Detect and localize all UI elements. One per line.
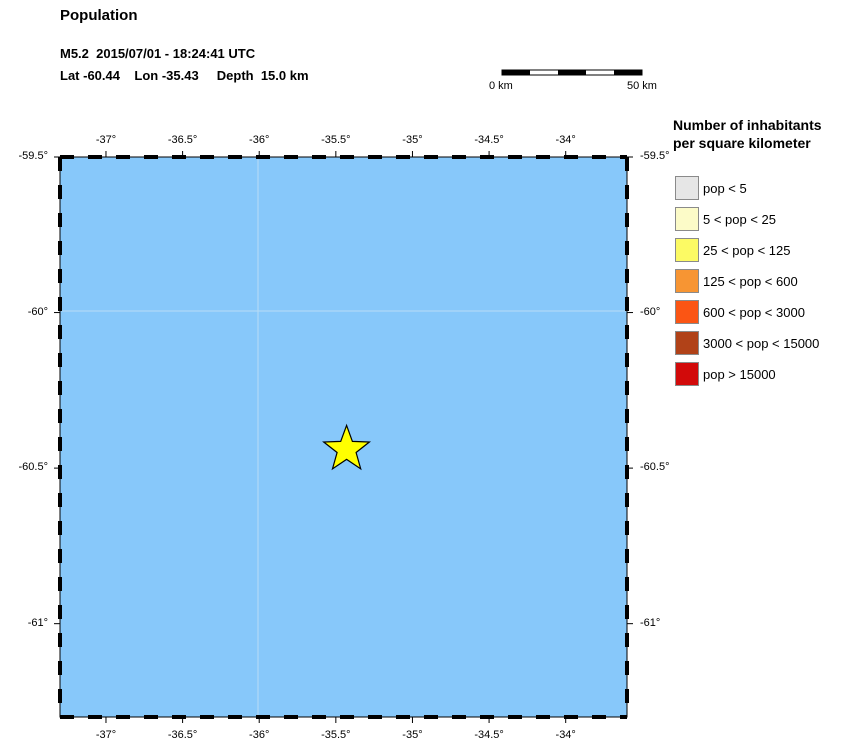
legend-title-line2: per square kilometer: [673, 135, 811, 151]
legend-swatch: [675, 176, 699, 200]
legend-swatch: [675, 300, 699, 324]
legend-title-line1: Number of inhabitants: [673, 117, 822, 133]
location-info: Lat -60.44 Lon -35.43 Depth 15.0 km: [60, 68, 309, 83]
lon-tick-label-bottom: -35.5°: [321, 729, 351, 741]
legend-item: 3000 < pop < 15000: [675, 331, 819, 355]
lat-tick-label-left: -60.5°: [18, 461, 48, 474]
legend-item: 125 < pop < 600: [675, 269, 798, 293]
scale-end-label: 50 km: [627, 80, 657, 92]
lon-tick-label-top: -35.5°: [321, 134, 351, 146]
legend-item: 600 < pop < 3000: [675, 300, 805, 324]
lon-tick-label-top: -35°: [402, 134, 423, 146]
scale-bar: [501, 69, 643, 76]
legend-swatch: [675, 238, 699, 262]
lon-tick-label-top: -36°: [249, 134, 270, 146]
legend-label: 5 < pop < 25: [703, 211, 777, 227]
lon-tick-label-top: -34.5°: [474, 134, 504, 146]
lat-tick-label-right: -61°: [640, 616, 661, 629]
legend-swatch: [675, 331, 699, 355]
lon-tick-label-top: -34°: [555, 134, 576, 146]
lon-tick-label-bottom: -34.5°: [474, 729, 504, 741]
lon-tick-label-bottom: -36.5°: [167, 729, 198, 741]
lon-tick-label-bottom: -36°: [249, 729, 270, 741]
legend-swatch: [675, 269, 699, 293]
map-border: [58, 155, 629, 719]
lat-tick-label-left: -59.5°: [18, 150, 48, 162]
legend-label: 600 < pop < 3000: [703, 304, 805, 320]
legend-item: pop < 5: [675, 176, 747, 200]
legend-title: Number of inhabitants per square kilomet…: [673, 116, 822, 152]
legend-item: 25 < pop < 125: [675, 238, 790, 262]
lat-tick-label-right: -59.5°: [640, 150, 670, 162]
lon-tick-label-top: -37°: [95, 134, 117, 146]
legend-label: pop > 15000: [703, 366, 776, 382]
map-title: Population: [60, 7, 138, 24]
lon-tick-label-bottom: -35°: [402, 729, 423, 741]
legend-item: 5 < pop < 25: [675, 207, 776, 231]
lon-tick-label-bottom: -34°: [555, 729, 576, 741]
legend-label: pop < 5: [703, 180, 747, 196]
lat-tick-label-right: -60.5°: [640, 461, 670, 474]
legend-label: 25 < pop < 125: [703, 242, 791, 258]
lon-tick-label-bottom: -37°: [95, 729, 117, 741]
scale-start-label: 0 km: [489, 80, 513, 92]
legend-swatch: [675, 207, 699, 231]
lat-tick-label-left: -61°: [27, 616, 48, 629]
legend-label: 125 < pop < 600: [703, 273, 798, 289]
lat-tick-label-left: -60°: [27, 305, 48, 318]
epicenter-star-icon: [322, 423, 372, 471]
legend-item: pop > 15000: [675, 362, 776, 386]
legend-swatch: [675, 362, 699, 386]
lon-tick-label-top: -36.5°: [167, 134, 198, 146]
event-info: M5.2 2015/07/01 - 18:24:41 UTC: [60, 46, 256, 61]
lat-tick-label-right: -60°: [640, 305, 661, 318]
legend-label: 3000 < pop < 15000: [703, 335, 820, 351]
